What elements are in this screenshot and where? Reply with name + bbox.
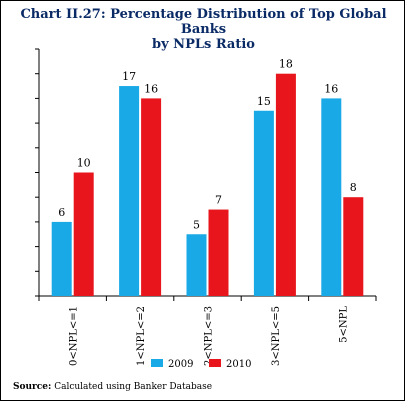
source-label: Source:	[13, 382, 52, 392]
data-label-2010-2: 7	[215, 194, 222, 207]
source-note: Source: Calculated using Banker Database	[13, 382, 212, 392]
data-label-2009-0: 6	[58, 206, 65, 219]
bar-2009-4	[321, 98, 342, 297]
x-tick-label-2: 2<NPL<=3	[204, 306, 215, 366]
data-label-2009-4: 16	[324, 82, 338, 95]
data-label-2010-0: 10	[77, 157, 91, 170]
bar-2009-2	[186, 234, 207, 296]
legend-swatch-2009	[151, 359, 163, 367]
data-label-2009-1: 17	[122, 70, 136, 83]
bar-2009-1	[119, 86, 140, 296]
chart-title-line-1: Chart II.27: Percentage Distribution of …	[20, 7, 387, 37]
x-tick-label-3: 3<NPL<=5	[271, 306, 282, 366]
bar-2009-3	[253, 110, 274, 296]
bar-2010-0	[73, 172, 94, 296]
x-tick-label-1: 1<NPL<=2	[136, 306, 147, 366]
bar-2009-0	[51, 221, 72, 296]
data-label-2009-2: 5	[193, 218, 200, 231]
x-tick-label-0: 0<NPL<=1	[69, 306, 80, 366]
bar-2010-1	[141, 98, 162, 297]
legend-swatch-2010	[209, 359, 221, 367]
legend-label-2010: 2010	[226, 359, 251, 370]
data-label-2010-4: 8	[350, 181, 357, 194]
x-tick-label-4: 5<NPL	[338, 306, 349, 343]
source-text: Calculated using Banker Database	[54, 382, 213, 392]
bar-2010-2	[208, 209, 229, 296]
chart-title: Chart II.27: Percentage Distribution of …	[1, 7, 406, 52]
legend-label-2009: 2009	[168, 359, 193, 370]
chart-title-line-2: by NPLs Ratio	[152, 37, 255, 52]
bar-2010-3	[275, 73, 296, 296]
data-label-2010-1: 16	[144, 82, 158, 95]
bar-2010-4	[343, 197, 364, 296]
data-label-2009-3: 15	[257, 95, 271, 108]
data-label-2010-3: 18	[279, 58, 293, 71]
